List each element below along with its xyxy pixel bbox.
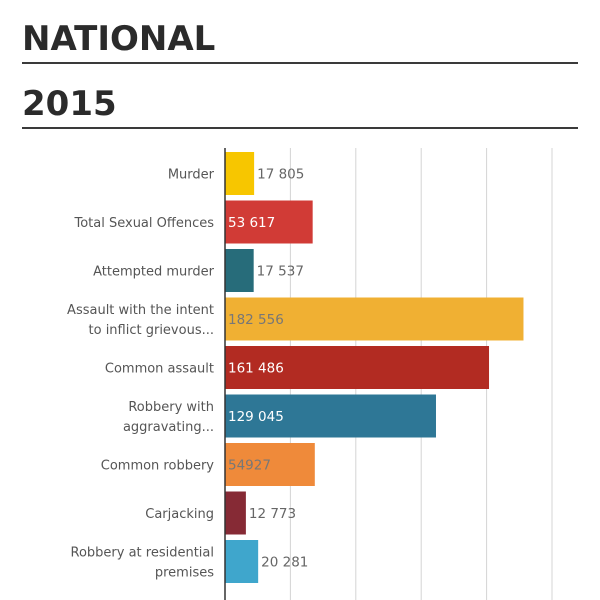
bar	[225, 297, 524, 341]
category-label: Total Sexual Offences	[73, 216, 214, 231]
bar	[225, 200, 313, 244]
category-label: Murder	[168, 168, 215, 183]
category-label-line: premises	[155, 566, 214, 581]
value-label: 20 281	[261, 555, 308, 571]
category-label: Common assault	[105, 362, 214, 377]
category-label-line: Assault with the intent	[67, 303, 214, 318]
category-label-line: Carjacking	[145, 507, 214, 522]
category-label: Carjacking	[145, 507, 214, 522]
value-label: 129 045	[228, 409, 284, 425]
category-label-line: Robbery at residential	[71, 546, 215, 561]
category-label-line: Attempted murder	[93, 265, 215, 280]
category-label-line: aggravating...	[123, 420, 214, 435]
value-label: 161 486	[228, 361, 284, 377]
value-label: 53 617	[228, 215, 275, 231]
category-label-line: Total Sexual Offences	[73, 216, 214, 231]
bar	[225, 443, 315, 486]
category-labels: Murder Total Sexual Offences Attempted mur…	[67, 168, 215, 581]
bar	[225, 491, 246, 535]
category-label: Robbery with aggravating...	[123, 400, 214, 435]
value-label: 12 773	[249, 506, 296, 522]
bar	[225, 152, 255, 195]
bar	[225, 249, 254, 292]
value-label: 182 556	[228, 312, 284, 328]
bar	[225, 394, 436, 438]
bar	[225, 540, 259, 583]
page-subtitle: 2015	[22, 87, 578, 129]
page-title: NATIONAL	[22, 22, 578, 64]
bars	[225, 152, 524, 583]
bar-chart: Murder Total Sexual Offences Attempted mur…	[67, 148, 553, 600]
value-label: 17 537	[257, 264, 304, 280]
category-label-line: to inflict grievous...	[89, 323, 214, 338]
category-label: Robbery at residential premises	[71, 546, 215, 581]
category-label-line: Common robbery	[101, 459, 215, 474]
bar	[225, 346, 490, 389]
value-labels: 17 805 53 617 17 537 182 556 161 486 129 045 5…	[228, 167, 308, 571]
category-label: Common robbery	[101, 459, 215, 474]
value-label: 17 805	[257, 167, 304, 183]
category-label: Assault with the intent to inflict grievo…	[67, 303, 214, 338]
category-label: Attempted murder	[93, 265, 215, 280]
category-label-line: Robbery with	[128, 400, 214, 415]
category-label-line: Common assault	[105, 362, 214, 377]
category-label-line: Murder	[168, 168, 215, 183]
value-label: 54927	[228, 458, 271, 474]
